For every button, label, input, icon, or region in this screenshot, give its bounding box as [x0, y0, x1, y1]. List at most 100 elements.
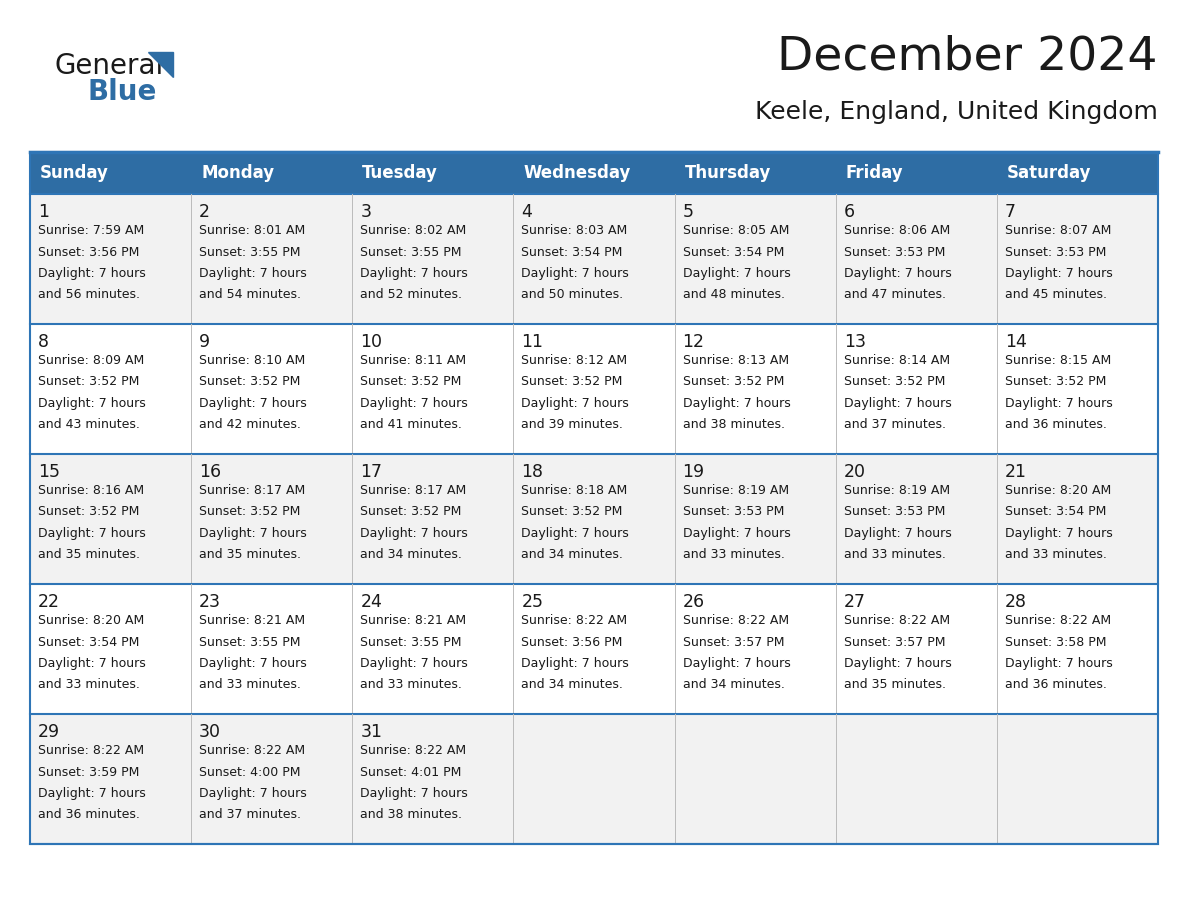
Text: Daylight: 7 hours: Daylight: 7 hours [38, 527, 146, 540]
Text: Tuesday: Tuesday [362, 164, 438, 182]
Text: 25: 25 [522, 593, 543, 611]
Text: and 33 minutes.: and 33 minutes. [1005, 548, 1107, 562]
Text: Sunrise: 8:22 AM: Sunrise: 8:22 AM [522, 614, 627, 627]
Text: 6: 6 [843, 203, 855, 221]
Text: 19: 19 [683, 463, 704, 481]
Text: and 35 minutes.: and 35 minutes. [200, 548, 301, 562]
Text: Sunset: 3:52 PM: Sunset: 3:52 PM [200, 506, 301, 519]
Text: Sunset: 3:57 PM: Sunset: 3:57 PM [683, 635, 784, 648]
Text: Sunset: 3:52 PM: Sunset: 3:52 PM [38, 375, 139, 388]
Text: and 42 minutes.: and 42 minutes. [200, 419, 301, 431]
Text: and 52 minutes.: and 52 minutes. [360, 288, 462, 301]
Text: Daylight: 7 hours: Daylight: 7 hours [683, 657, 790, 670]
Text: 10: 10 [360, 333, 383, 351]
Text: and 38 minutes.: and 38 minutes. [683, 419, 784, 431]
Text: Daylight: 7 hours: Daylight: 7 hours [683, 267, 790, 280]
Text: Sunset: 3:55 PM: Sunset: 3:55 PM [200, 245, 301, 259]
Text: Sunrise: 8:22 AM: Sunrise: 8:22 AM [843, 614, 950, 627]
Text: and 34 minutes.: and 34 minutes. [522, 548, 624, 562]
Text: Sunrise: 8:07 AM: Sunrise: 8:07 AM [1005, 224, 1111, 237]
Text: Sunrise: 7:59 AM: Sunrise: 7:59 AM [38, 224, 144, 237]
Text: Sunset: 3:56 PM: Sunset: 3:56 PM [38, 245, 139, 259]
Text: Sunrise: 8:09 AM: Sunrise: 8:09 AM [38, 354, 144, 367]
Text: 7: 7 [1005, 203, 1016, 221]
Text: Sunset: 3:54 PM: Sunset: 3:54 PM [522, 245, 623, 259]
Text: Sunrise: 8:22 AM: Sunrise: 8:22 AM [200, 744, 305, 757]
Polygon shape [148, 52, 173, 77]
Text: and 56 minutes.: and 56 minutes. [38, 288, 140, 301]
Text: Daylight: 7 hours: Daylight: 7 hours [1005, 527, 1113, 540]
Text: Sunset: 3:52 PM: Sunset: 3:52 PM [360, 506, 462, 519]
Text: 1: 1 [38, 203, 49, 221]
Text: Sunset: 3:52 PM: Sunset: 3:52 PM [38, 506, 139, 519]
Text: Sunrise: 8:17 AM: Sunrise: 8:17 AM [360, 484, 467, 497]
Text: Sunset: 3:54 PM: Sunset: 3:54 PM [1005, 506, 1106, 519]
Text: Keele, England, United Kingdom: Keele, England, United Kingdom [756, 100, 1158, 124]
Text: Sunrise: 8:22 AM: Sunrise: 8:22 AM [38, 744, 144, 757]
Text: Daylight: 7 hours: Daylight: 7 hours [360, 267, 468, 280]
Text: Sunrise: 8:10 AM: Sunrise: 8:10 AM [200, 354, 305, 367]
Text: and 34 minutes.: and 34 minutes. [683, 678, 784, 691]
Text: and 37 minutes.: and 37 minutes. [843, 419, 946, 431]
Text: Daylight: 7 hours: Daylight: 7 hours [360, 787, 468, 800]
Bar [30, 714, 1158, 844]
Text: Sunset: 3:52 PM: Sunset: 3:52 PM [1005, 375, 1106, 388]
Text: Sunrise: 8:19 AM: Sunrise: 8:19 AM [683, 484, 789, 497]
Text: 23: 23 [200, 593, 221, 611]
Text: Blue: Blue [88, 78, 157, 106]
Text: 13: 13 [843, 333, 866, 351]
Text: 20: 20 [843, 463, 866, 481]
Text: 2: 2 [200, 203, 210, 221]
Text: and 36 minutes.: and 36 minutes. [1005, 678, 1107, 691]
Text: Sunrise: 8:22 AM: Sunrise: 8:22 AM [360, 744, 467, 757]
Text: Friday: Friday [846, 164, 903, 182]
Text: Sunset: 3:52 PM: Sunset: 3:52 PM [522, 375, 623, 388]
Text: and 33 minutes.: and 33 minutes. [843, 548, 946, 562]
Text: Wednesday: Wednesday [524, 164, 631, 182]
Text: Daylight: 7 hours: Daylight: 7 hours [843, 527, 952, 540]
Text: and 45 minutes.: and 45 minutes. [1005, 288, 1107, 301]
Text: Sunrise: 8:21 AM: Sunrise: 8:21 AM [360, 614, 467, 627]
Text: Daylight: 7 hours: Daylight: 7 hours [200, 787, 307, 800]
Text: Daylight: 7 hours: Daylight: 7 hours [360, 657, 468, 670]
Text: 26: 26 [683, 593, 704, 611]
Text: and 34 minutes.: and 34 minutes. [360, 548, 462, 562]
Text: Sunrise: 8:18 AM: Sunrise: 8:18 AM [522, 484, 627, 497]
Text: Daylight: 7 hours: Daylight: 7 hours [843, 267, 952, 280]
Text: Sunset: 4:00 PM: Sunset: 4:00 PM [200, 766, 301, 778]
Text: Sunrise: 8:17 AM: Sunrise: 8:17 AM [200, 484, 305, 497]
Text: and 48 minutes.: and 48 minutes. [683, 288, 784, 301]
Text: Sunrise: 8:11 AM: Sunrise: 8:11 AM [360, 354, 467, 367]
Text: and 35 minutes.: and 35 minutes. [38, 548, 140, 562]
Text: Sunrise: 8:19 AM: Sunrise: 8:19 AM [843, 484, 950, 497]
Text: and 36 minutes.: and 36 minutes. [1005, 419, 1107, 431]
Text: Daylight: 7 hours: Daylight: 7 hours [38, 397, 146, 410]
Text: Sunset: 3:53 PM: Sunset: 3:53 PM [843, 506, 946, 519]
Text: Sunrise: 8:02 AM: Sunrise: 8:02 AM [360, 224, 467, 237]
Text: Monday: Monday [201, 164, 274, 182]
Text: Sunrise: 8:12 AM: Sunrise: 8:12 AM [522, 354, 627, 367]
Text: Sunrise: 8:14 AM: Sunrise: 8:14 AM [843, 354, 950, 367]
Text: and 34 minutes.: and 34 minutes. [522, 678, 624, 691]
Text: Daylight: 7 hours: Daylight: 7 hours [38, 267, 146, 280]
Text: and 36 minutes.: and 36 minutes. [38, 809, 140, 822]
Text: Sunrise: 8:22 AM: Sunrise: 8:22 AM [683, 614, 789, 627]
Text: 14: 14 [1005, 333, 1026, 351]
Text: and 33 minutes.: and 33 minutes. [683, 548, 784, 562]
Text: Daylight: 7 hours: Daylight: 7 hours [1005, 657, 1113, 670]
Text: Daylight: 7 hours: Daylight: 7 hours [38, 787, 146, 800]
Text: Sunrise: 8:20 AM: Sunrise: 8:20 AM [38, 614, 144, 627]
Text: and 33 minutes.: and 33 minutes. [38, 678, 140, 691]
Bar [30, 324, 1158, 454]
Text: December 2024: December 2024 [777, 35, 1158, 80]
Text: 21: 21 [1005, 463, 1026, 481]
Text: Daylight: 7 hours: Daylight: 7 hours [1005, 267, 1113, 280]
Text: Sunrise: 8:06 AM: Sunrise: 8:06 AM [843, 224, 950, 237]
Text: Sunset: 3:55 PM: Sunset: 3:55 PM [360, 635, 462, 648]
Text: and 39 minutes.: and 39 minutes. [522, 419, 624, 431]
Text: Sunset: 3:52 PM: Sunset: 3:52 PM [200, 375, 301, 388]
Text: Sunset: 3:59 PM: Sunset: 3:59 PM [38, 766, 139, 778]
Text: Sunset: 3:53 PM: Sunset: 3:53 PM [683, 506, 784, 519]
Text: Daylight: 7 hours: Daylight: 7 hours [360, 527, 468, 540]
Text: Sunset: 3:55 PM: Sunset: 3:55 PM [200, 635, 301, 648]
